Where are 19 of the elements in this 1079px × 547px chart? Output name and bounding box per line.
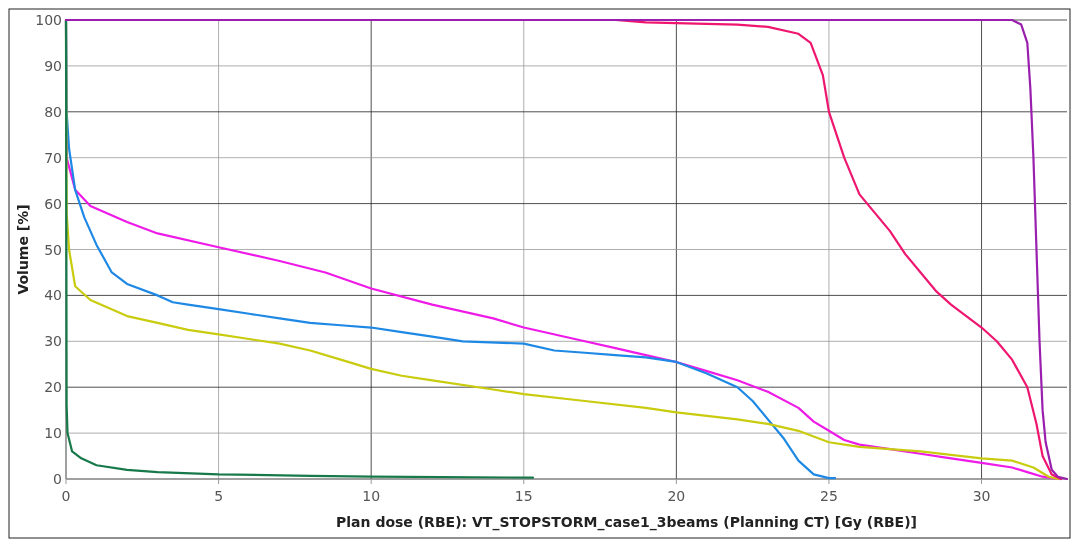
y-tick-label: 70 bbox=[44, 149, 62, 166]
x-tick-label: 30 bbox=[972, 488, 991, 504]
x-tick-label: 25 bbox=[820, 488, 838, 504]
x-tick-label: 20 bbox=[667, 488, 686, 504]
y-tick-label: 80 bbox=[44, 103, 62, 120]
y-tick-label: 60 bbox=[44, 195, 62, 212]
x-tick-label: 15 bbox=[514, 488, 533, 504]
y-tick-label: 90 bbox=[44, 57, 62, 74]
x-tick-label: 5 bbox=[214, 488, 224, 504]
y-tick-label: 10 bbox=[44, 425, 62, 442]
y-tick-label: 30 bbox=[44, 333, 62, 350]
y-tick-label: 50 bbox=[44, 241, 62, 258]
x-axis-title: Plan dose (RBE): VT_STOPSTORM_case1_3beams (Planning CT) [Gy (RBE)] bbox=[336, 514, 917, 531]
y-tick-label: 0 bbox=[53, 471, 62, 487]
y-tick-label: 40 bbox=[44, 287, 62, 304]
y-tick-label: 20 bbox=[44, 379, 62, 396]
y-tick-label: 100 bbox=[35, 12, 62, 28]
y-axis-title: Volume [%] bbox=[15, 204, 31, 295]
x-tick-label: 10 bbox=[362, 488, 381, 504]
